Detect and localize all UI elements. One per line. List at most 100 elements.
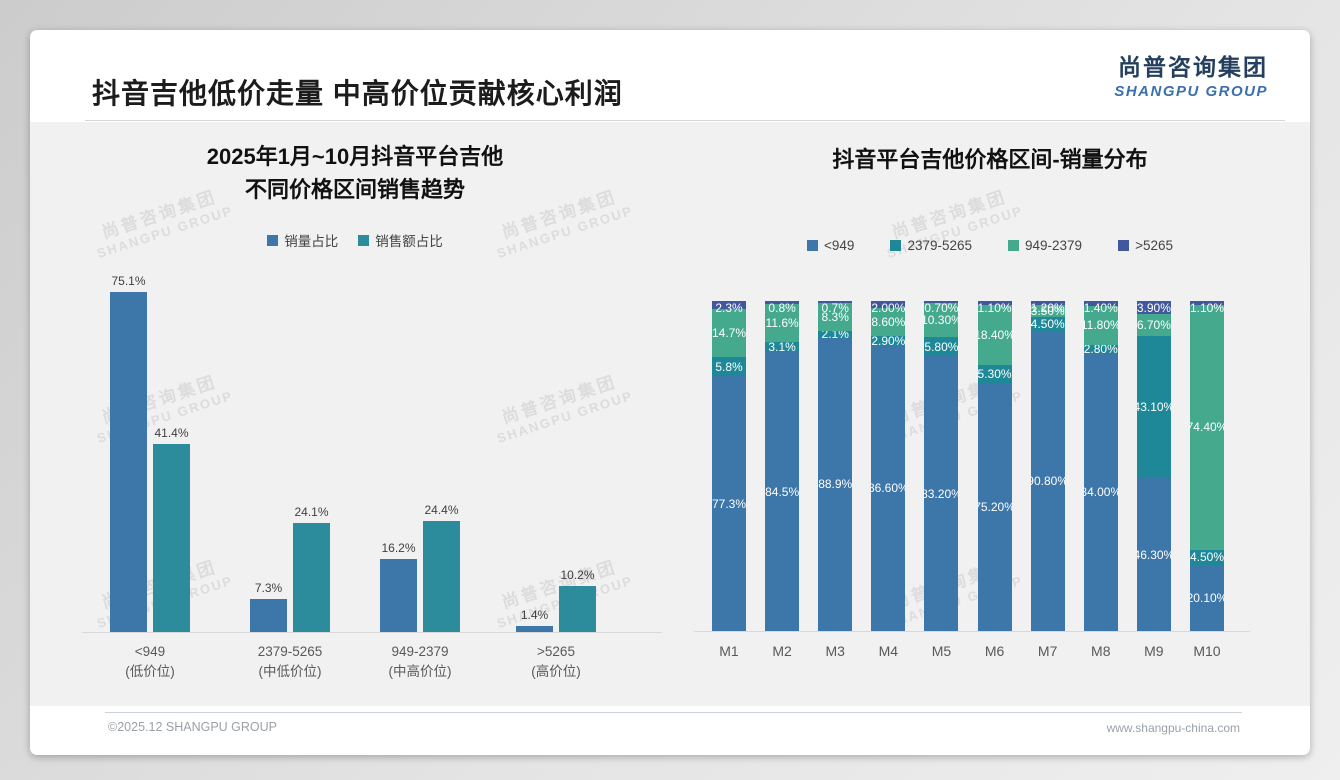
legend-item: 2379-5265	[890, 238, 972, 253]
logo: 尚普咨询集团 SHANGPU GROUP	[1114, 48, 1268, 100]
segment-label: 86.60%	[871, 481, 905, 496]
month-label: M5	[931, 643, 952, 659]
segment-label: 20.10%	[1190, 590, 1224, 605]
category-label: 949-2379 (中高价位)	[388, 644, 452, 679]
header-divider	[85, 120, 1285, 121]
legend-item: >5265	[1118, 238, 1173, 253]
segment-label: 1.10%	[1189, 301, 1224, 315]
bar-segment	[712, 308, 746, 358]
bar-segment	[712, 376, 746, 631]
bar-segment	[1083, 344, 1118, 354]
segment-label: 4.50%	[1189, 550, 1224, 565]
bar-segment	[712, 301, 746, 309]
bar-segment	[1030, 301, 1065, 305]
segment-label: 1.10%	[977, 301, 1012, 315]
bar-segment	[765, 352, 800, 631]
x-axis	[694, 631, 1250, 632]
bar	[110, 291, 147, 632]
stacked-bar: 20.10% 4.50% 74.40% 1.10%	[1189, 301, 1224, 631]
legend-label: 2379-5265	[907, 238, 972, 253]
bar-segment	[1189, 549, 1224, 565]
segment-label: 4.50%	[1030, 316, 1065, 331]
bar-segment	[977, 382, 1012, 631]
bar-segment	[924, 301, 959, 304]
bar-segment	[1030, 331, 1065, 631]
bar-segment	[924, 303, 959, 338]
bar-value-label: 24.1%	[294, 504, 329, 519]
legend-item: 销售额占比	[358, 230, 443, 250]
legend-swatch	[890, 240, 902, 251]
chart-left-legend: 销量占比 销售额占比	[120, 230, 590, 250]
stacked-bar: 84.5% 3.1% 11.6% 0.8%	[765, 301, 800, 631]
bar-value-label: 1.4%	[520, 607, 549, 622]
chart-right-legend: <949 2379-5265 949-2379 >5265	[710, 238, 1270, 253]
chart-left-title: 2025年1月~10月抖音平台吉他 不同价格区间销售趋势	[206, 144, 504, 202]
bar-segment	[1136, 313, 1171, 336]
bar-segment	[924, 337, 959, 357]
legend-label: <949	[824, 238, 855, 253]
legend-label: 销量占比	[284, 234, 339, 249]
bar-segment	[765, 303, 800, 342]
legend-label: 销售额占比	[375, 234, 443, 249]
bar-segment	[765, 341, 800, 353]
segment-label: 43.10%	[1137, 400, 1171, 415]
segment-label: 77.3%	[712, 496, 746, 511]
bar-segment	[1136, 336, 1171, 479]
bar-segment	[818, 330, 853, 338]
category-label: 2379-5265 (中低价位)	[257, 644, 323, 679]
category-label: >5265 (高价位)	[531, 644, 581, 679]
legend-label: 949-2379	[1025, 238, 1083, 253]
bar-segment	[871, 307, 906, 336]
segment-label: 14.7%	[712, 325, 746, 340]
legend-item: <949	[807, 238, 854, 253]
category-label: <949 (低价位)	[125, 644, 175, 679]
segment-label: 10.30%	[924, 313, 958, 328]
segment-label: 11.6%	[765, 315, 799, 330]
segment-label: 18.40%	[978, 327, 1012, 342]
segment-label: 11.80%	[1084, 318, 1118, 333]
segment-label: 1.20%	[1030, 301, 1065, 315]
content-band	[30, 122, 1310, 706]
segment-label: 3.90%	[1136, 301, 1171, 315]
segment-label: 0.70%	[924, 301, 959, 315]
bar-segment	[871, 335, 906, 346]
month-label: M6	[984, 643, 1005, 659]
stacked-bar: 88.9% 2.1% 8.3% 0.7%	[818, 301, 853, 631]
segment-label: 3.1%	[768, 340, 796, 355]
segment-label: 1.40%	[1083, 301, 1118, 315]
bar-segment	[818, 303, 853, 331]
stacked-bar: 77.3% 5.8% 14.7% 2.3%	[712, 301, 746, 631]
stacked-bar: 75.20% 5.30% 18.40% 1.10%	[977, 301, 1012, 631]
bar-segment	[712, 357, 746, 377]
bar	[380, 558, 417, 632]
segment-label: 2.80%	[1083, 342, 1118, 357]
segment-label: 88.9%	[818, 477, 853, 492]
bar-segment	[1136, 301, 1171, 314]
segment-label: 84.5%	[765, 484, 800, 499]
footer-copyright: ©2025.12 SHANGPU GROUP	[108, 720, 277, 734]
segment-label: 3.50%	[1030, 303, 1065, 318]
legend-item: 销量占比	[267, 230, 338, 250]
bar-value-label: 7.3%	[254, 580, 283, 595]
segment-label: 5.30%	[977, 367, 1012, 382]
legend-label: >5265	[1135, 238, 1173, 253]
month-label: M2	[772, 643, 792, 659]
segment-label: 6.70%	[1136, 317, 1171, 332]
bar-segment	[977, 365, 1012, 383]
bar-segment	[1030, 304, 1065, 317]
bar-segment	[1083, 301, 1118, 306]
segment-label: 0.7%	[821, 301, 849, 315]
month-label: M4	[878, 643, 899, 659]
bar-segment	[924, 356, 959, 631]
segment-label: 90.80%	[1031, 474, 1065, 489]
bar-segment	[1083, 305, 1118, 345]
legend-swatch	[807, 240, 819, 251]
month-label: M9	[1144, 643, 1164, 659]
segment-label: 84.00%	[1084, 485, 1118, 500]
stacked-bar: 46.30% 43.10% 6.70% 3.90%	[1136, 301, 1171, 631]
bar-segment	[1083, 353, 1118, 631]
segment-label: 74.40%	[1190, 420, 1224, 435]
bar-segment	[871, 345, 906, 631]
bar-value-label: 75.1%	[111, 273, 146, 288]
bar	[423, 521, 460, 632]
